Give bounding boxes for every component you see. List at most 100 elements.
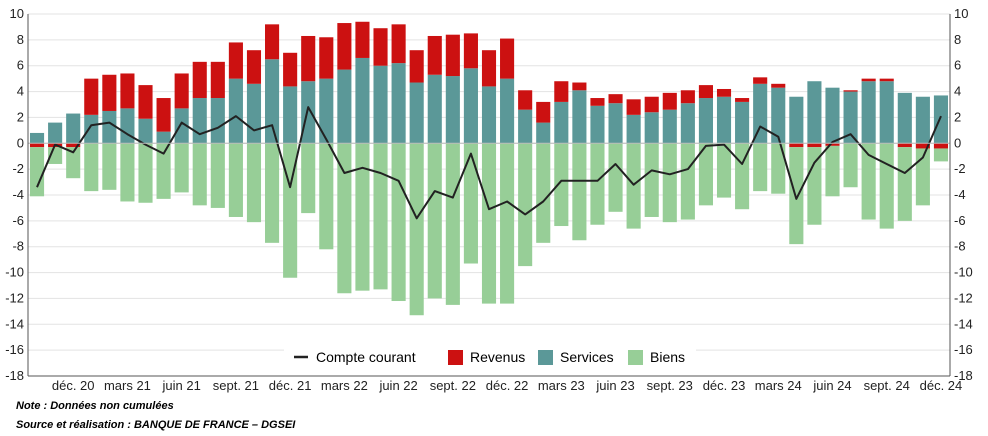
- bar-services: [337, 69, 352, 144]
- source-text: Source et réalisation : BANQUE DE FRANCE…: [16, 419, 296, 431]
- y-tick-label-right: 4: [954, 84, 961, 99]
- bar-services: [265, 59, 280, 144]
- bar-revenus: [572, 82, 587, 91]
- bar-services: [933, 95, 949, 144]
- bar-revenus: [445, 34, 460, 77]
- x-tick-label: déc. 22: [486, 378, 529, 393]
- y-tick-label-right: -8: [954, 239, 966, 254]
- bar-revenus: [337, 23, 352, 70]
- compte-courant-line: [36, 106, 942, 220]
- bar-biens: [228, 143, 243, 217]
- bar-revenus: [355, 21, 370, 58]
- y-tick-label-right: 8: [954, 32, 961, 47]
- x-tick-label: sept. 24: [864, 378, 910, 393]
- bar-revenus: [156, 98, 171, 132]
- y-tick-label-left: -6: [12, 213, 24, 228]
- y-tick-label-right: -2: [954, 161, 966, 176]
- bar-biens: [29, 147, 45, 197]
- x-tick-label: déc. 23: [703, 378, 746, 393]
- bar-biens: [265, 143, 280, 243]
- y-tick-label-right: 6: [954, 58, 961, 73]
- bar-services: [391, 63, 406, 144]
- bar-revenus: [915, 143, 930, 149]
- y-tick-label-left: -12: [5, 290, 24, 305]
- y-tick-label-left: -10: [5, 265, 24, 280]
- bar-services: [680, 103, 695, 144]
- bar-services: [500, 78, 515, 144]
- x-tick-label: mars 22: [321, 378, 368, 393]
- bar-biens: [771, 143, 786, 194]
- y-tick-label-left: 4: [17, 84, 24, 99]
- x-tick-label: juin 23: [595, 378, 634, 393]
- bar-biens: [391, 143, 406, 302]
- bar-biens: [156, 143, 171, 199]
- bar-revenus: [301, 35, 316, 82]
- bar-biens: [192, 143, 207, 206]
- bar-biens: [879, 143, 894, 229]
- bar-services: [192, 98, 207, 144]
- bar-biens: [319, 143, 334, 250]
- bar-biens: [933, 148, 949, 162]
- legend-swatch: [448, 350, 463, 365]
- bar-services: [102, 110, 117, 144]
- bar-services: [427, 74, 442, 144]
- bar-services: [716, 96, 732, 144]
- bar-services: [879, 81, 894, 144]
- x-tick-label: juin 24: [812, 378, 851, 393]
- y-tick-label-right: -4: [954, 187, 966, 202]
- bar-revenus: [265, 24, 280, 60]
- bar-revenus: [463, 33, 478, 69]
- bar-biens: [554, 143, 569, 227]
- x-tick-label: sept. 21: [213, 378, 259, 393]
- bar-services: [518, 109, 533, 144]
- bar-services: [156, 131, 171, 144]
- bar-biens: [843, 143, 858, 188]
- y-tick-label-right: -18: [954, 368, 973, 383]
- y-tick-label-left: 6: [17, 58, 24, 73]
- legend-swatch: [628, 350, 643, 365]
- y-tick-label-left: -8: [12, 239, 24, 254]
- y-tick-label-left: 0: [17, 135, 24, 150]
- bar-services: [644, 112, 659, 144]
- bar-revenus: [120, 73, 135, 109]
- bar-revenus: [716, 88, 732, 97]
- x-tick-label: déc. 20: [52, 378, 95, 393]
- x-tick-label: déc. 21: [269, 378, 312, 393]
- bar-biens: [463, 143, 478, 264]
- bar-revenus: [66, 143, 81, 148]
- bar-revenus: [680, 90, 695, 104]
- bar-revenus: [192, 61, 207, 99]
- chart: -18 -18 -16 -16 -14 -14 -12 -12 -10 -10 -8 -8 -6 -6 -4…: [5, 6, 973, 393]
- bar-services: [138, 118, 153, 144]
- bar-revenus: [174, 73, 189, 109]
- bar-revenus: [246, 50, 262, 84]
- bar-revenus: [861, 78, 876, 82]
- bar-revenus: [753, 77, 768, 84]
- bar-services: [29, 132, 45, 144]
- x-tick-label: mars 23: [538, 378, 585, 393]
- bar-biens: [500, 143, 515, 304]
- bar-services: [228, 78, 243, 144]
- bar-revenus: [228, 42, 243, 79]
- bar-biens: [409, 143, 424, 316]
- bar-services: [771, 87, 786, 144]
- bar-revenus: [644, 96, 659, 113]
- bar-revenus: [391, 24, 406, 64]
- bar-biens: [608, 143, 623, 212]
- bar-revenus: [771, 83, 786, 88]
- x-tick-label: déc. 24: [920, 378, 963, 393]
- bar-services: [825, 87, 840, 144]
- bar-services: [590, 105, 605, 144]
- bar-services: [897, 92, 912, 144]
- bar-revenus: [481, 50, 497, 87]
- bar-revenus: [210, 61, 225, 99]
- y-tick-label-right: 2: [954, 109, 961, 124]
- bar-services: [66, 113, 81, 144]
- bar-services: [84, 114, 99, 144]
- bar-biens: [572, 143, 587, 241]
- bar-biens: [84, 143, 99, 192]
- bar-revenus: [789, 143, 804, 148]
- bars: [29, 21, 949, 316]
- bar-revenus: [102, 74, 117, 111]
- bar-services: [48, 122, 63, 144]
